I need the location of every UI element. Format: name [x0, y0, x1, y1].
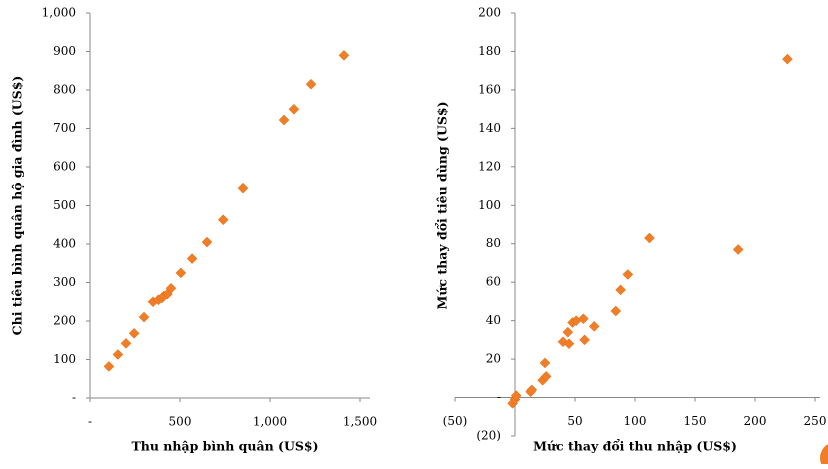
point: [120, 337, 132, 349]
x-tick-label: 250: [804, 414, 827, 428]
x-tick-label: 150: [684, 414, 707, 428]
y-tick-label: 200: [53, 314, 76, 328]
x-tick-label: 200: [744, 414, 767, 428]
x-tick-label: (50): [443, 414, 468, 428]
y-tick-label: 300: [53, 275, 76, 289]
point: [165, 282, 177, 294]
point: [112, 349, 124, 360]
point: [288, 103, 300, 115]
point: [186, 253, 198, 264]
y-tick-label: 800: [53, 83, 76, 97]
y-tick-label: 100: [53, 352, 76, 366]
point: [128, 327, 140, 339]
point: [138, 311, 150, 323]
y-axis-title: Chi tiêu bình quân hộ gia đình (US$): [10, 76, 25, 336]
y-tick-label: 20: [486, 352, 501, 366]
y-tick-label: -: [72, 391, 76, 405]
y-tick-label: 200: [478, 6, 501, 20]
y-tick-label: 100: [478, 198, 501, 212]
point: [201, 236, 213, 248]
point: [539, 357, 551, 369]
y-tick-label: -: [497, 390, 501, 404]
point: [578, 313, 589, 325]
point: [540, 371, 552, 382]
y-tick-label: 120: [478, 159, 501, 173]
y-tick-label: 600: [53, 160, 76, 174]
point: [579, 334, 590, 346]
y-tick-label: 160: [478, 82, 501, 96]
y-axis-title: Mức thay đổi tiêu dùng (US$): [435, 101, 450, 309]
y-tick-label: 1,000: [42, 6, 76, 20]
y-tick-label: (20): [476, 429, 501, 443]
x-tick-label: 1,000: [253, 415, 287, 429]
point: [588, 321, 600, 332]
point: [732, 244, 744, 255]
x-tick-label: 500: [169, 415, 192, 429]
x-axis-title: Thu nhập bình quân (US$): [131, 439, 318, 454]
x-tick-label: -: [88, 415, 92, 429]
point: [175, 267, 187, 279]
point: [526, 384, 538, 396]
point: [615, 284, 626, 296]
point: [562, 326, 574, 338]
x-tick-label: 50: [567, 414, 582, 428]
y-tick-label: 60: [486, 275, 501, 289]
x-tick-label: 1,500: [343, 415, 377, 429]
point: [610, 305, 622, 317]
point: [103, 361, 115, 372]
y-tick-label: 140: [478, 121, 501, 135]
y-tick-label: 500: [53, 198, 76, 212]
point: [644, 232, 655, 244]
y-tick-label: 80: [486, 236, 501, 250]
point: [305, 78, 317, 90]
point: [237, 182, 249, 194]
point: [510, 390, 522, 401]
point: [782, 53, 793, 65]
point: [563, 338, 575, 350]
x-axis-title: Mức thay đổi thu nhập (US$): [533, 439, 737, 454]
y-tick-label: 900: [53, 44, 76, 58]
y-tick-label: 700: [53, 121, 76, 135]
y-tick-label: 180: [478, 44, 501, 58]
y-tick-label: 400: [53, 237, 76, 251]
y-tick-label: 40: [486, 313, 501, 327]
point: [622, 269, 634, 280]
point: [338, 49, 350, 61]
point: [278, 114, 290, 126]
point: [217, 214, 229, 226]
x-tick-label: 100: [624, 414, 647, 428]
decoration: [820, 444, 828, 469]
